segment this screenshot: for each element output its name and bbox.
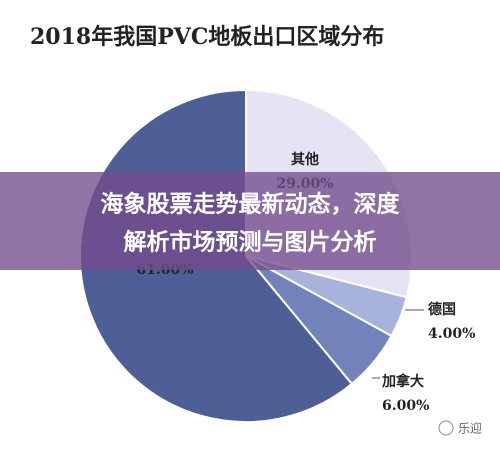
slice-label: 加拿大 [381,373,424,390]
slice-label: 德国 [428,301,456,318]
chart-title: 2018年我国PVC地板出口区域分布 [30,24,384,50]
slice-label: 其他 [291,151,319,168]
value-label: 6.00% [382,398,429,414]
overlay-text: 海象股票走势最新动态，深度 [101,191,401,218]
overlay-text: 解析市场预测与图片分析 [124,229,377,256]
watermark: 乐迎 [458,422,482,436]
value-label: 4.00% [428,326,475,342]
overlay-banner [0,172,500,270]
watermark-icon [438,420,454,436]
